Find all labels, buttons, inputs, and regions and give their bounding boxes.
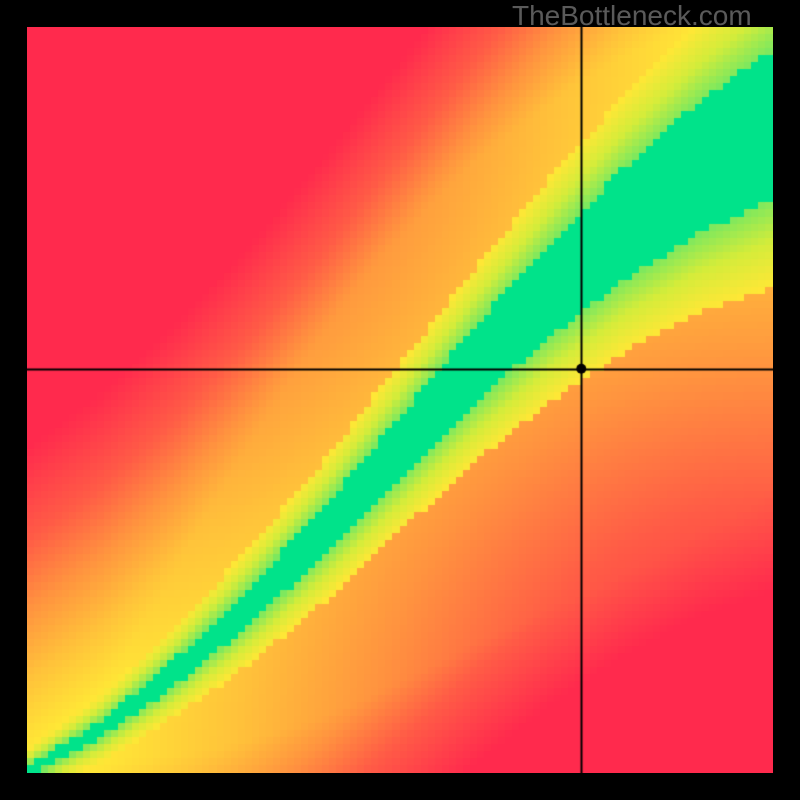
chart-frame <box>27 27 773 773</box>
bottleneck-heatmap <box>27 27 773 773</box>
watermark-text: TheBottleneck.com <box>512 0 752 32</box>
